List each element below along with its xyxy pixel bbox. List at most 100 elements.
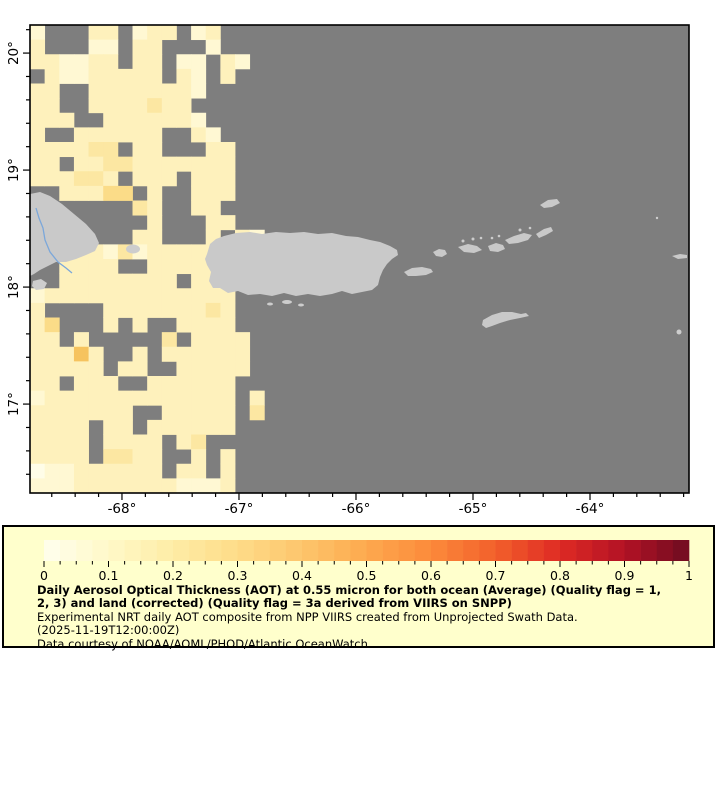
aot-cell <box>161 83 177 99</box>
colorbar-label: 0.4 <box>292 568 312 583</box>
aot-cell <box>147 273 163 289</box>
aot-cell <box>44 112 60 128</box>
aot-cell <box>147 25 163 41</box>
aot-cell <box>59 288 75 304</box>
aot-cell <box>205 39 221 55</box>
colorbar-label: 0.1 <box>99 568 119 583</box>
colorbar: 0 0.1 0.2 0.3 0.4 0.5 0.6 0.7 0.8 0.9 1 <box>40 540 693 583</box>
aot-cell <box>161 112 177 128</box>
colorbar-ticks <box>43 561 690 567</box>
aot-cell <box>191 25 207 41</box>
aot-cell <box>205 185 221 201</box>
south-coast-islet <box>267 302 273 306</box>
colorbar-segment <box>527 540 545 561</box>
aot-cell <box>191 68 207 84</box>
aot-cell <box>220 419 236 435</box>
colorbar-segment <box>560 540 577 561</box>
aot-cell <box>176 302 192 318</box>
aot-cell <box>59 419 75 435</box>
aot-cell <box>147 112 163 128</box>
saba-island <box>676 329 682 335</box>
aot-cell <box>30 142 46 158</box>
aot-cell <box>161 478 177 494</box>
aot-cell <box>73 273 89 289</box>
aot-cell <box>249 390 265 406</box>
aot-cell <box>205 376 221 392</box>
aot-cell <box>30 478 46 494</box>
aot-cell <box>117 449 133 465</box>
aot-cell <box>205 171 221 187</box>
aot-cell <box>191 317 207 333</box>
aot-cell <box>88 39 104 55</box>
legend-text-block: Daily Aerosol Optical Thickness (AOT) at… <box>37 583 697 651</box>
colorbar-segment <box>656 540 674 561</box>
aot-cell <box>147 215 163 231</box>
colorbar-label: 0.6 <box>421 568 441 583</box>
aot-cell <box>103 112 119 128</box>
aot-cell <box>132 25 148 41</box>
aot-cell <box>117 112 133 128</box>
aot-cell <box>191 83 207 99</box>
aot-cell <box>220 317 236 333</box>
aot-cell <box>220 405 236 421</box>
colorbar-label: 0.8 <box>550 568 570 583</box>
colorbar-segment <box>140 540 158 561</box>
aot-cell <box>117 98 133 114</box>
aot-cell <box>44 463 60 479</box>
colorbar-label: 0.9 <box>615 568 635 583</box>
aot-cell <box>176 259 192 275</box>
aot-cell <box>132 288 148 304</box>
aot-cell <box>132 127 148 143</box>
aot-cell <box>132 302 148 318</box>
aot-cell <box>205 200 221 216</box>
aot-cell <box>176 361 192 377</box>
aot-cell <box>88 98 104 114</box>
aot-cell <box>44 317 60 333</box>
colorbar-label: 1 <box>685 568 693 583</box>
aot-cell <box>30 346 46 362</box>
legend-timestamp: (2025-11-19T12:00:00Z) <box>37 623 180 638</box>
vi-islet-6 <box>518 228 522 232</box>
aot-cell <box>73 142 89 158</box>
colorbar-segment <box>285 540 303 561</box>
colorbar-segment <box>447 540 464 561</box>
colorbar-segment <box>366 540 383 561</box>
aot-cell <box>176 419 192 435</box>
aot-cell <box>30 449 46 465</box>
colorbar-segment <box>205 540 222 561</box>
colorbar-segment <box>608 540 625 561</box>
colorbar-segment <box>253 540 271 561</box>
axes: -68° -67° -66° -65° -64° 20° 19° 18° 17° <box>6 29 685 517</box>
aot-cell <box>191 449 207 465</box>
colorbar-segment <box>124 540 142 561</box>
aot-cell <box>205 317 221 333</box>
aot-cell <box>147 127 163 143</box>
aot-cell <box>103 156 119 172</box>
aot-cell <box>147 449 163 465</box>
colorbar-segment <box>414 540 432 561</box>
aot-cell <box>220 142 236 158</box>
aot-cell <box>147 171 163 187</box>
map-frame <box>29 24 690 494</box>
aot-cell <box>147 259 163 275</box>
aot-cell <box>30 98 46 114</box>
aot-cell <box>117 288 133 304</box>
aot-cell <box>176 83 192 99</box>
colorbar-segment <box>221 540 238 561</box>
aot-cell <box>73 478 89 494</box>
hispaniola-landmass <box>30 192 99 276</box>
aot-cell <box>30 361 46 377</box>
aot-cell <box>191 288 207 304</box>
aot-cell <box>103 478 119 494</box>
aot-cell <box>191 346 207 362</box>
aot-cell <box>103 317 119 333</box>
aot-cell <box>220 332 236 348</box>
colorbar-label: 0.7 <box>486 568 506 583</box>
aot-cell <box>59 112 75 128</box>
st-croix-island <box>482 312 529 328</box>
x-axis-tick-label: -67° <box>225 501 254 517</box>
aot-cell <box>73 361 89 377</box>
aot-cell <box>205 346 221 362</box>
x-axis-tick-label: -65° <box>459 501 488 517</box>
aot-cell <box>44 83 60 99</box>
